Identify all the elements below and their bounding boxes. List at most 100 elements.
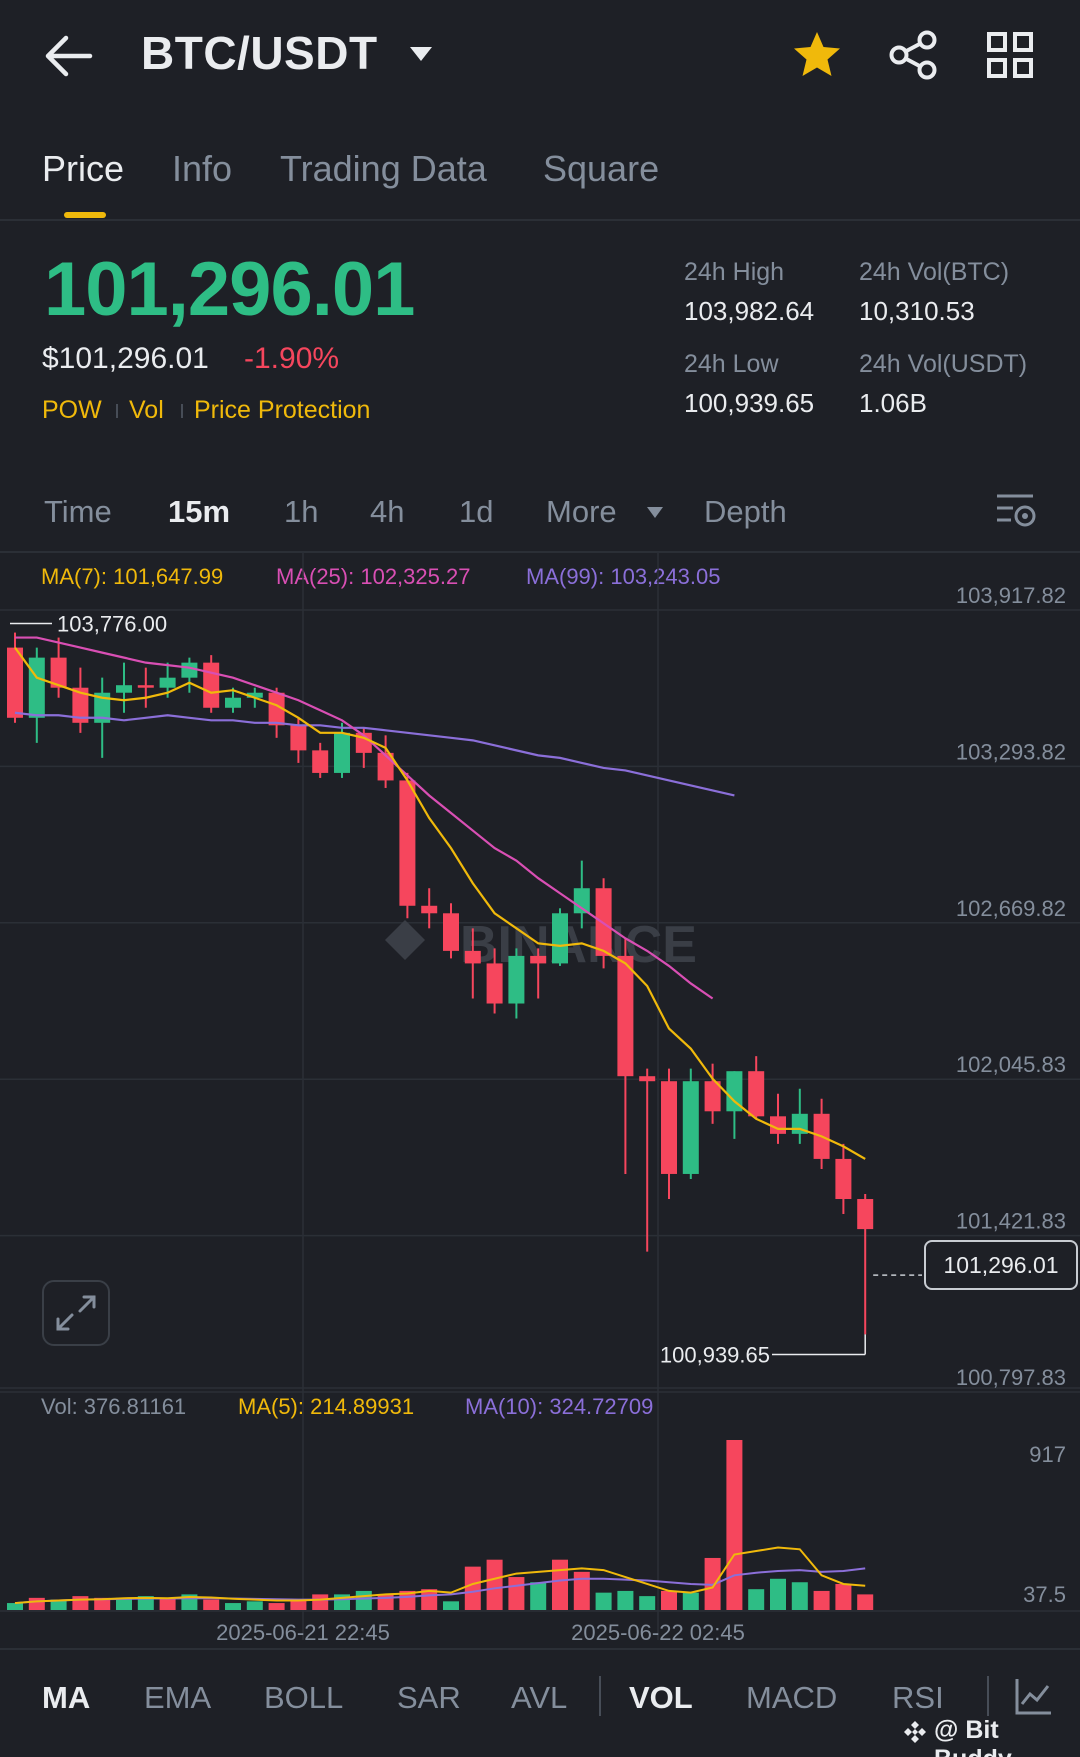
ma25-legend: MA(25): 102,325.27 <box>276 564 471 589</box>
share-icon[interactable] <box>886 28 940 82</box>
candle-body <box>225 697 241 708</box>
volume-bar <box>159 1597 176 1610</box>
volume-bar <box>682 1592 699 1610</box>
candle-body <box>552 913 568 964</box>
time-axis-label: 2025-06-22 02:45 <box>571 1620 745 1645</box>
time-axis-label: 2025-06-21 22:45 <box>216 1620 390 1645</box>
volume-bar <box>661 1590 677 1610</box>
tag-price-protection[interactable]: Price Protection <box>194 396 371 424</box>
vol-ma5-line <box>14 1546 866 1605</box>
volume-bar <box>50 1599 67 1610</box>
indicator-divider <box>0 1648 1080 1650</box>
tag-separator <box>116 404 118 418</box>
volume-bar <box>726 1440 743 1610</box>
candle-body <box>835 1158 852 1200</box>
indicator-chart-icon[interactable] <box>1014 1676 1054 1716</box>
stat-24h-high-value: 103,982.64 <box>684 296 815 326</box>
ma99-legend: MA(99): 103,243.05 <box>526 564 721 589</box>
indicator-vol[interactable]: VOL <box>629 1680 693 1715</box>
high-marker-label: 103,776.00 <box>57 612 167 637</box>
volume-bar <box>552 1559 568 1610</box>
volume-bar <box>246 1601 263 1610</box>
stat-24h-high-label: 24h High <box>684 258 785 286</box>
volume-bar <box>770 1578 786 1610</box>
candle-body <box>28 657 45 718</box>
candle-body <box>312 750 329 773</box>
candle-body <box>508 955 525 1004</box>
candle-body <box>639 1076 656 1082</box>
price-axis-label: 103,293.82 <box>956 739 1066 764</box>
candle-body <box>726 1071 743 1112</box>
tab-info[interactable]: Info <box>172 148 233 189</box>
pair-dropdown-caret-icon[interactable] <box>408 44 434 64</box>
current-price-label: 101,296.01 <box>924 1240 1078 1290</box>
chart-settings-icon[interactable] <box>995 490 1037 530</box>
interval-1d[interactable]: 1d <box>459 494 494 529</box>
active-tab-indicator <box>64 212 106 218</box>
indicator-ema[interactable]: EMA <box>144 1680 212 1715</box>
candle-body <box>246 692 263 698</box>
price-axis-label: 103,917.82 <box>956 583 1066 608</box>
volume-bar <box>617 1590 634 1610</box>
pair-title[interactable]: BTC/USDT <box>141 27 378 79</box>
tag-separator <box>181 404 183 418</box>
candle-body <box>7 647 23 718</box>
candle-body <box>268 692 285 726</box>
volume-bar <box>857 1594 874 1610</box>
interval-divider <box>0 551 1080 553</box>
candle-body <box>181 662 198 678</box>
volume-bar <box>748 1589 765 1610</box>
expand-chart-button[interactable] <box>42 1280 110 1346</box>
candle-body <box>573 888 590 914</box>
candle-body <box>50 657 67 688</box>
candle-body <box>334 732 350 773</box>
interval-more[interactable]: More <box>546 494 617 529</box>
stat-24h-low-label: 24h Low <box>684 350 779 378</box>
interval-time[interactable]: Time <box>44 494 112 529</box>
candle-body <box>464 950 481 964</box>
candle-body <box>421 905 438 914</box>
vol-ma10-legend: MA(10): 324.72709 <box>465 1394 654 1419</box>
interval-1h[interactable]: 1h <box>284 494 319 529</box>
grid-menu-icon[interactable] <box>985 30 1035 80</box>
candle-body <box>857 1199 874 1230</box>
interval-depth[interactable]: Depth <box>704 494 787 529</box>
candle-body <box>399 780 416 906</box>
tab-price[interactable]: Price <box>42 148 125 189</box>
indicator-avl[interactable]: AVL <box>511 1680 568 1715</box>
volume-bar <box>7 1603 23 1610</box>
candle-body <box>116 685 132 693</box>
candle-body <box>617 955 634 1077</box>
price-change-percent: -1.90% <box>244 342 340 375</box>
tag-pow[interactable]: POW <box>42 396 102 424</box>
volume-bar <box>116 1597 132 1610</box>
volume-bar <box>573 1571 590 1610</box>
vol-ma5-legend: MA(5): 214.89931 <box>238 1394 415 1419</box>
indicator-boll[interactable]: BOLL <box>264 1680 344 1715</box>
price-axis-label: 102,045.83 <box>956 1052 1066 1077</box>
volume-bar <box>225 1603 241 1610</box>
interval-4h[interactable]: 4h <box>370 494 405 529</box>
volume-bar <box>28 1597 45 1610</box>
favorite-star-icon[interactable] <box>790 28 844 82</box>
tab-square[interactable]: Square <box>543 148 660 189</box>
volume-bar <box>835 1583 852 1610</box>
indicator-ma[interactable]: MA <box>42 1680 91 1715</box>
back-arrow-icon[interactable] <box>40 28 98 84</box>
indicator-rsi[interactable]: RSI <box>892 1680 944 1715</box>
more-dropdown-caret-icon[interactable] <box>646 506 664 519</box>
volume-bar <box>94 1597 111 1610</box>
tab-trading-data[interactable]: Trading Data <box>280 148 487 189</box>
candlestick-chart[interactable]: BINANCE 103,917.82103,293.82102,669.8210… <box>0 540 1080 1660</box>
indicator-macd[interactable]: MACD <box>746 1680 838 1715</box>
tabs-divider <box>0 219 1080 221</box>
tag-vol[interactable]: Vol <box>129 396 164 424</box>
interval-15m[interactable]: 15m <box>168 494 231 529</box>
candle-body <box>748 1071 765 1117</box>
volume-bar <box>268 1603 285 1610</box>
indicator-sar[interactable]: SAR <box>397 1680 461 1715</box>
price-axis-label: 101,421.83 <box>956 1209 1066 1234</box>
candle-body <box>661 1081 677 1174</box>
binance-logo-icon <box>902 1719 928 1745</box>
